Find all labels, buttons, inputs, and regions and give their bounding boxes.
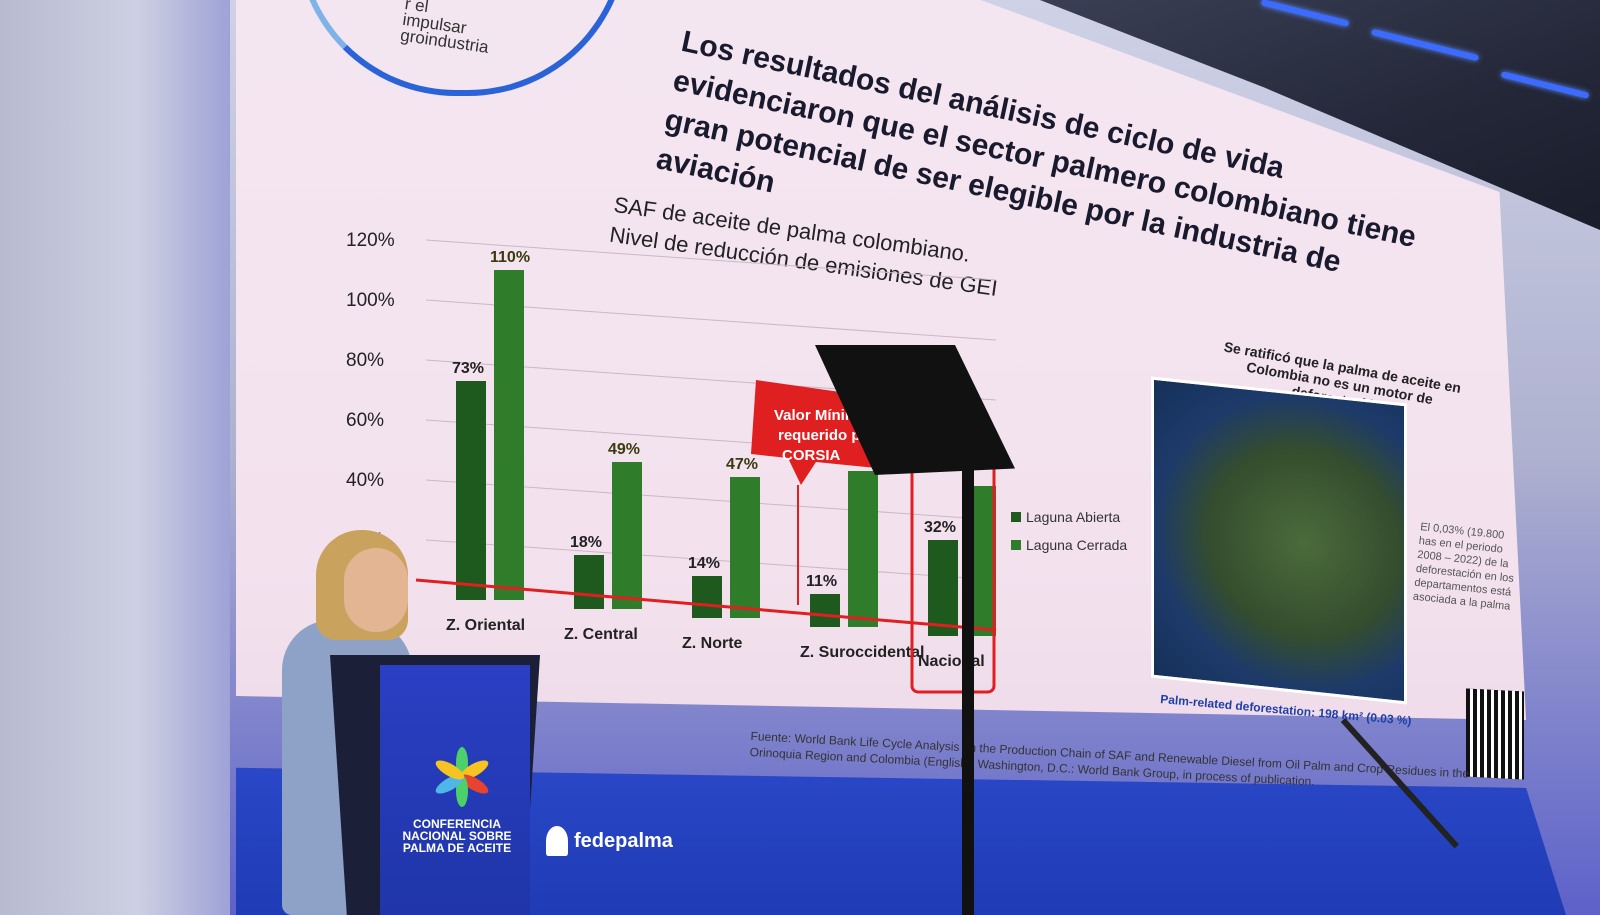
threshold-callout-text: Valor Mínimo requerido para CORSIA [774,407,884,464]
bar-laguna-abierta [810,594,840,627]
category-label: Z. Oriental [446,617,525,634]
data-label: 49% [608,441,640,458]
bar-laguna-abierta [574,555,604,609]
speaker-face [344,548,408,632]
data-label: 32% [924,519,956,536]
podium-text: CONFERENCIA NACIONAL SOBRE PALMA DE ACEI… [402,817,512,855]
category-label: Z. Central [564,626,638,643]
bar-laguna-cerrada [612,462,642,609]
y-tick-label: 60% [346,410,384,431]
teleprompter-pole [962,470,974,915]
bar-laguna-abierta [692,576,722,618]
legend-swatch [1011,512,1021,522]
bar-laguna-abierta [928,540,958,636]
palm-logo-icon [546,826,568,856]
deforestation-note: El 0,03% (19.800 has en el periodo 2008 … [1412,520,1515,613]
category-label: Z. Norte [682,635,743,652]
y-tick-label: 40% [346,470,384,491]
bar-laguna-cerrada [848,471,878,627]
legend-swatch [1011,540,1021,550]
y-tick-label: 120% [346,230,395,251]
podium-front [380,665,530,915]
y-tick-label: 100% [346,290,395,311]
data-label: 73% [452,360,484,377]
y-tick-label: 80% [346,350,384,371]
data-label: 11% [806,573,837,590]
gridline [425,239,997,281]
category-label: Nacional [918,653,985,670]
data-label: 47% [726,456,758,473]
data-label: 110% [490,249,530,266]
legend-label: Laguna Cerrada [1026,537,1127,553]
threshold-line [415,578,997,632]
category-label: Z. Suroccidental [800,644,924,661]
colombia-map [1151,376,1407,705]
bar-laguna-abierta [456,381,486,600]
conference-logo-icon [435,747,489,807]
venue-wall [0,0,230,915]
data-label: 14% [688,555,720,572]
bar-laguna-cerrada [494,270,524,600]
data-label: 18% [570,534,602,551]
bar-laguna-cerrada [730,477,760,618]
brand-name: fedepalma [574,830,673,852]
legend-label: Laguna Abierta [1026,509,1120,525]
